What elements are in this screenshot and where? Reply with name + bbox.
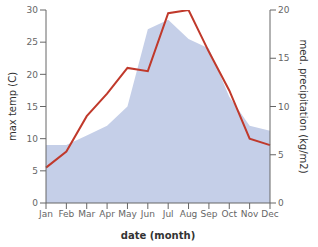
svg-text:date (month): date (month) xyxy=(121,230,195,241)
svg-text:Jun: Jun xyxy=(140,209,155,219)
svg-text:25: 25 xyxy=(27,37,38,47)
svg-text:Nov: Nov xyxy=(241,209,259,219)
svg-text:10: 10 xyxy=(27,134,39,144)
svg-text:max temp (C): max temp (C) xyxy=(8,72,18,141)
svg-text:Jan: Jan xyxy=(38,209,53,219)
svg-text:10: 10 xyxy=(278,102,290,112)
svg-text:Sep: Sep xyxy=(200,209,217,219)
svg-text:Feb: Feb xyxy=(58,209,74,219)
svg-text:May: May xyxy=(118,209,137,219)
svg-text:15: 15 xyxy=(278,53,289,63)
svg-text:30: 30 xyxy=(27,5,39,15)
svg-text:Mar: Mar xyxy=(78,209,95,219)
svg-text:med. precipitation (kg/m2): med. precipitation (kg/m2) xyxy=(298,39,309,173)
svg-text:Jul: Jul xyxy=(162,209,174,219)
svg-text:Dec: Dec xyxy=(261,209,278,219)
svg-text:5: 5 xyxy=(32,166,38,176)
svg-text:15: 15 xyxy=(27,102,38,112)
svg-text:Oct: Oct xyxy=(221,209,237,219)
svg-text:5: 5 xyxy=(278,150,284,160)
svg-text:20: 20 xyxy=(27,70,39,80)
svg-text:0: 0 xyxy=(32,198,38,208)
svg-text:Aug: Aug xyxy=(180,209,198,219)
svg-text:20: 20 xyxy=(278,5,290,15)
svg-text:Apr: Apr xyxy=(99,209,115,219)
svg-text:0: 0 xyxy=(278,198,284,208)
